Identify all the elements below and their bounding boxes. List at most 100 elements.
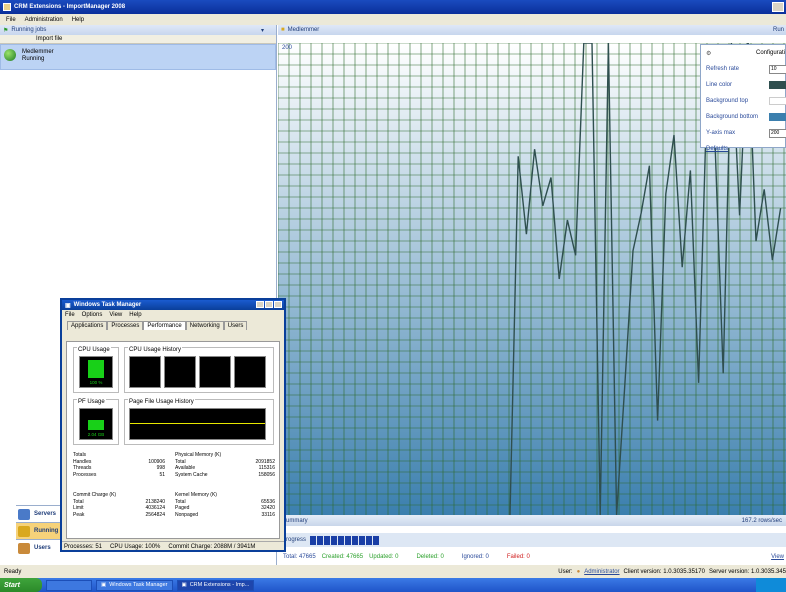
app-title: CRM Extensions - ImportManager 2008 (14, 4, 126, 10)
config-line-color: Line color (701, 77, 786, 93)
totals-key: Processes (73, 471, 97, 478)
tm-minimize-icon[interactable] (256, 301, 264, 308)
kernel-key: Nonpaged (175, 511, 199, 518)
menu-help[interactable]: Help (71, 16, 85, 23)
nav-servers-label: Servers (34, 511, 57, 517)
menu-bar: File Administration Help (0, 14, 786, 25)
totals-row: Threads 998 (73, 465, 165, 472)
line-color-swatch[interactable] (769, 81, 786, 89)
job-name: Medlemmer (22, 49, 54, 55)
tm-icon: ▣ (65, 302, 71, 309)
commit-charge-table: Commit Charge (K) Total 2138240 Limit 4036… (73, 492, 165, 518)
line-color-label: Line color (706, 82, 733, 88)
nav-users-label: Users (34, 545, 51, 551)
config-y-axis-max: Y-axis max 200 (701, 125, 786, 141)
tm-status-commit: Commit Charge: 2088M / 3941M (168, 543, 256, 550)
taskbar-taskmgr-label: Windows Task Manager (109, 582, 168, 588)
tm-status-processes: Processes: 51 (64, 543, 103, 550)
status-user: Administrator (584, 568, 620, 575)
task-manager-window: ▣ Windows Task Manager File Options View Hel… (60, 298, 286, 552)
config-header: ⚙ Configurati (701, 45, 785, 61)
chart-tab-header: ■ Medlemmer Run (278, 25, 786, 35)
progress-block (359, 535, 366, 545)
phys-row: Available 115316 (175, 465, 275, 472)
commit-row: Limit 4036124 (73, 505, 165, 512)
quick-launch[interactable] (46, 579, 92, 591)
totals-label: Totals (73, 452, 87, 458)
running-jobs-title: Running jobs (11, 27, 47, 33)
y-axis-max-label: 200 (282, 45, 293, 51)
system-tray[interactable] (756, 578, 786, 592)
tm-menu-help[interactable]: Help (129, 311, 142, 318)
tab-networking[interactable]: Networking (185, 321, 224, 330)
chart-svg (278, 43, 786, 515)
crm-task-icon: ▣ (181, 582, 187, 588)
taskbar-crm[interactable]: ▣ CRM Extensions - Imp... (176, 579, 255, 591)
view-link[interactable]: View (771, 553, 784, 560)
tm-menu-view[interactable]: View (109, 311, 123, 318)
totals-key: Threads (73, 465, 92, 471)
tab-users[interactable]: Users (223, 321, 248, 330)
progress-block (338, 535, 345, 545)
menu-file[interactable]: File (6, 16, 16, 23)
y-axis-max-input[interactable]: 200 (769, 128, 786, 138)
failed-count: Failed: 0 (506, 553, 530, 560)
progress-block (310, 535, 317, 545)
servers-icon (18, 508, 30, 520)
tab-applications[interactable]: Applications (67, 321, 108, 330)
app-icon (3, 3, 11, 11)
start-button[interactable]: Start (0, 578, 42, 592)
job-row[interactable]: Medlemmer Running (0, 44, 276, 70)
tm-window-controls[interactable] (256, 301, 282, 308)
tab-processes[interactable]: Processes (107, 321, 144, 330)
config-refresh-rate: Refresh rate 10 (701, 61, 786, 77)
chart-tab-right: Run (772, 27, 784, 33)
summary-bar: Summary 167.2 rows/sec (278, 515, 786, 526)
menu-administration[interactable]: Administration (24, 16, 63, 23)
background-bottom-swatch[interactable] (769, 113, 786, 121)
pin-icon[interactable]: ▾ (260, 27, 264, 34)
totals-table: Totals Handles 100906 Threads 998 Processe… (73, 452, 165, 478)
progress-bar: Progress (278, 533, 786, 547)
tab-performance[interactable]: Performance (143, 321, 186, 330)
tm-menu-options[interactable]: Options (81, 311, 103, 318)
status-user-label: User: (558, 568, 573, 575)
y-axis-max-config-label: Y-axis max (706, 130, 736, 136)
kernel-row: Total 65536 (175, 499, 275, 506)
pf-history-graph (129, 408, 266, 440)
chart-tab-title[interactable]: Medlemmer (287, 27, 320, 33)
phys-key: Available (175, 465, 196, 471)
totals-row: Handles 100906 (73, 459, 165, 466)
tm-menu: File Options View Help (62, 310, 284, 319)
config-background-bottom: Background bottom (701, 109, 786, 125)
tm-close-icon[interactable] (274, 301, 282, 308)
cpu-history-graph-2 (164, 356, 196, 388)
taskbar-taskmgr[interactable]: ▣ Windows Task Manager (96, 579, 173, 591)
status-ready: Ready (4, 568, 22, 575)
refresh-rate-input[interactable]: 10 (769, 64, 786, 74)
kernel-row: Paged 32420 (175, 505, 275, 512)
totals-bar: Total: 47665 Created: 47665 Updated: 0 D… (278, 551, 786, 562)
commit-val: 2138240 (145, 498, 165, 505)
background-top-label: Background top (706, 98, 749, 104)
progress-block (331, 535, 338, 545)
commit-val: 4036124 (145, 505, 165, 511)
import-file-column[interactable]: Import file (0, 35, 276, 44)
created-count: Created: 47665 (321, 553, 364, 560)
tm-menu-file[interactable]: File (65, 311, 75, 318)
totals-key: Handles (73, 458, 92, 465)
background-top-swatch[interactable] (769, 97, 786, 105)
phys-val: 158056 (258, 471, 275, 478)
phys-key: System Cache (175, 471, 208, 478)
phys-val: 2091852 (255, 458, 275, 465)
phys-label: Physical Memory (K) (175, 452, 222, 458)
progress-block (373, 535, 380, 545)
kernel-key: Total (175, 498, 186, 505)
kernel-label: Kernel Memory (K) (175, 492, 217, 498)
physical-memory-table: Physical Memory (K) Total 2091852 Availab… (175, 452, 275, 478)
commit-row: Peak 2564824 (73, 512, 165, 519)
pf-meter-bar (88, 420, 104, 430)
defaults-link[interactable]: Defaults (706, 146, 729, 152)
tm-maximize-icon[interactable] (265, 301, 273, 308)
window-controls[interactable] (772, 2, 784, 12)
